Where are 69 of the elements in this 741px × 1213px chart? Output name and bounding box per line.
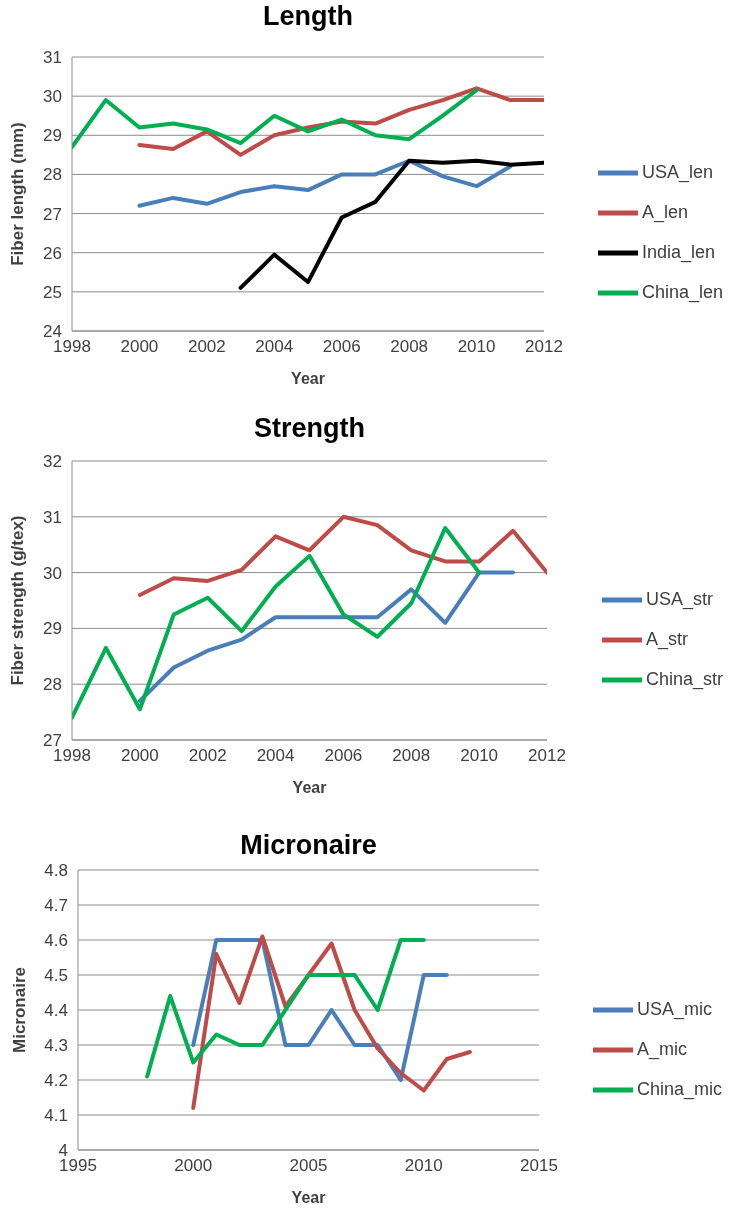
line-series: [137, 514, 547, 597]
x-axis-title: Year: [292, 778, 327, 796]
x-tick-label: 2004: [256, 746, 295, 766]
y-tick-label: 4.3: [44, 1036, 68, 1056]
x-tick-label: 2006: [322, 337, 361, 357]
x-tick-label: 2008: [390, 337, 429, 357]
legend-label: A_len: [642, 201, 689, 222]
x-axis-title: Year: [291, 1188, 326, 1206]
y-tick-label: 26: [43, 243, 62, 263]
line-series: [72, 525, 482, 720]
x-tick-label: 2002: [188, 746, 227, 766]
x-tick-label: 2015: [520, 1156, 558, 1176]
line-series: [137, 158, 513, 208]
x-tick-label: 2000: [174, 1156, 213, 1176]
legend-label: China_str: [646, 668, 724, 689]
x-tick-label: 2012: [525, 337, 563, 357]
x-tick-label: 1998: [53, 746, 91, 766]
line-series: [191, 934, 472, 1110]
chart-title: Micronaire: [239, 829, 378, 861]
y-tick-label: 4.7: [44, 896, 68, 916]
legend-label: A_mic: [637, 1038, 688, 1059]
y-axis-title: Micronaire: [9, 967, 29, 1053]
x-tick-label: 2010: [404, 1156, 443, 1176]
y-tick-label: 28: [43, 675, 62, 695]
y-tick-label: 31: [43, 48, 62, 68]
x-tick-label: 2000: [120, 746, 159, 766]
legend-label: USA_mic: [637, 998, 713, 1019]
y-axis-title: Fiber length (mm): [7, 122, 27, 266]
y-tick-label: 25: [43, 282, 62, 302]
x-tick-label: 2012: [528, 746, 566, 766]
x-tick-label: 2006: [324, 746, 363, 766]
line-series: [191, 938, 449, 1082]
y-tick-label: 4.5: [44, 966, 68, 986]
y-tick-label: 4.2: [44, 1071, 68, 1091]
line-series: [238, 158, 544, 290]
x-tick-label: 2002: [187, 337, 226, 357]
x-tick-label: 2010: [460, 746, 499, 766]
y-tick-label: 4.1: [44, 1106, 68, 1126]
y-tick-label: 29: [43, 126, 62, 146]
x-tick-label: 2010: [457, 337, 496, 357]
chart-title: Strength: [253, 412, 366, 444]
line-series: [137, 570, 516, 703]
y-tick-label: 30: [43, 87, 62, 107]
y-tick-label: 4.4: [44, 1001, 68, 1021]
y-tick-label: 27: [43, 204, 62, 224]
y-tick-label: 4.8: [44, 861, 68, 881]
y-tick-label: 29: [43, 619, 62, 639]
y-tick-label: 28: [43, 165, 62, 185]
x-tick-label: 1998: [53, 337, 91, 357]
line-series: [72, 88, 479, 150]
x-axis-title: Year: [291, 369, 325, 387]
x-tick-label: 2008: [392, 746, 431, 766]
y-tick-label: 4.6: [44, 931, 68, 951]
y-tick-label: 31: [43, 507, 62, 527]
legend-label: USA_len: [642, 161, 714, 182]
x-tick-label: 2005: [289, 1156, 328, 1176]
x-tick-label: 1995: [59, 1156, 97, 1176]
y-tick-label: 30: [43, 563, 62, 583]
y-axis-title: Fiber strength (g/tex): [7, 515, 27, 686]
y-tick-label: 32: [43, 452, 62, 472]
legend-label: India_len: [642, 241, 716, 262]
chart-title: Length: [262, 0, 354, 32]
legend-label: China_mic: [637, 1078, 723, 1099]
line-series: [145, 938, 426, 1079]
legend-label: A_str: [646, 628, 689, 649]
x-tick-label: 2000: [120, 337, 159, 357]
x-tick-label: 2004: [255, 337, 294, 357]
legend-label: China_len: [642, 281, 724, 302]
legend-label: USA_str: [646, 588, 714, 609]
